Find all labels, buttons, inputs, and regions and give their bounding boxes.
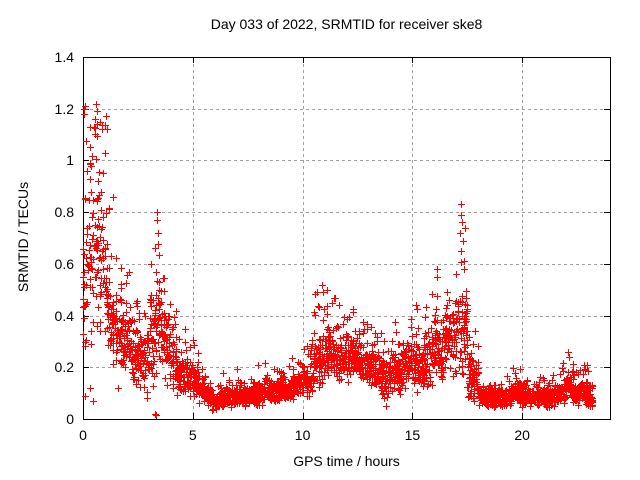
x-tick-label: 10 xyxy=(294,427,311,443)
y-tick-label: 1.2 xyxy=(54,100,74,117)
x-tick-label: 5 xyxy=(188,427,197,443)
plot-title: Day 033 of 2022, SRMTID for receiver ske… xyxy=(210,16,483,32)
y-tick-label: 1 xyxy=(66,152,74,169)
x-tick-label: 0 xyxy=(79,427,87,443)
data-points xyxy=(80,101,596,419)
x-tick-label: 20 xyxy=(514,427,530,443)
x-tick-label: 15 xyxy=(404,427,421,443)
plot-border xyxy=(83,57,611,420)
y-tick-label: 0.2 xyxy=(54,359,74,376)
y-tick-label: 0 xyxy=(66,411,74,427)
y-tick-label: 0.8 xyxy=(54,204,74,221)
y-tick-label: 1.4 xyxy=(54,49,74,65)
y-tick-label: 0.4 xyxy=(54,307,74,324)
x-axis-label: GPS time / hours xyxy=(293,453,400,469)
axis-tick-marks xyxy=(83,57,610,420)
y-tick-label: 0.6 xyxy=(54,255,74,272)
